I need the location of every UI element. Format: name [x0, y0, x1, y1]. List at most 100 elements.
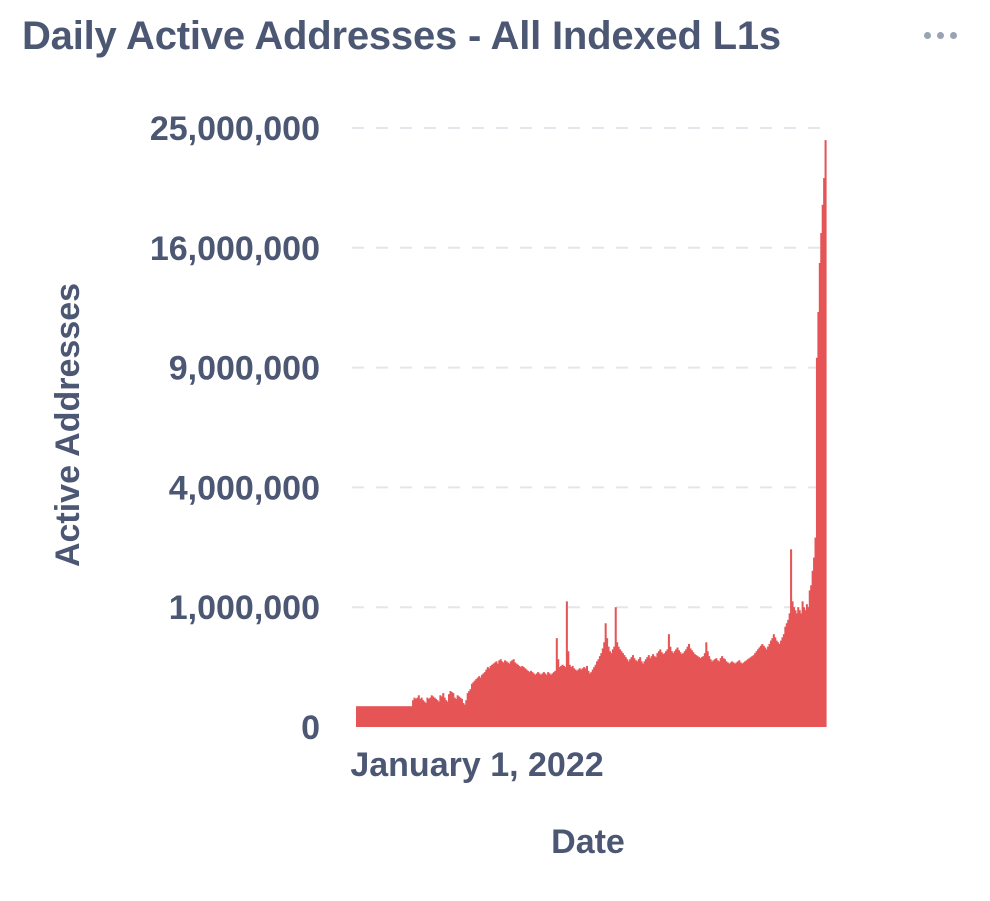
- bar[interactable]: [757, 649, 760, 727]
- bar[interactable]: [404, 706, 407, 727]
- bar[interactable]: [570, 667, 573, 727]
- bar[interactable]: [777, 642, 780, 727]
- bar[interactable]: [455, 698, 458, 727]
- more-options-icon[interactable]: [916, 20, 964, 50]
- bar[interactable]: [482, 673, 485, 727]
- bar[interactable]: [781, 637, 784, 727]
- bar[interactable]: [488, 668, 491, 727]
- bar[interactable]: [419, 698, 422, 727]
- bar[interactable]: [495, 661, 498, 727]
- bar[interactable]: [414, 698, 417, 727]
- bar[interactable]: [460, 698, 463, 727]
- bar[interactable]: [432, 696, 435, 727]
- bar[interactable]: [705, 642, 708, 727]
- bar[interactable]: [541, 673, 544, 727]
- bar[interactable]: [758, 647, 761, 727]
- bar[interactable]: [450, 692, 453, 727]
- bar[interactable]: [426, 697, 429, 727]
- bar[interactable]: [778, 644, 781, 727]
- bar[interactable]: [518, 665, 521, 727]
- bar[interactable]: [614, 607, 617, 727]
- bar[interactable]: [596, 661, 599, 727]
- bar[interactable]: [374, 706, 377, 727]
- bar[interactable]: [673, 651, 676, 727]
- bar[interactable]: [583, 667, 586, 727]
- bar[interactable]: [527, 670, 530, 727]
- bar[interactable]: [509, 661, 512, 727]
- bar[interactable]: [735, 662, 738, 727]
- bar[interactable]: [791, 601, 794, 727]
- bar[interactable]: [679, 652, 682, 727]
- bar[interactable]: [567, 651, 570, 727]
- bar[interactable]: [771, 638, 774, 727]
- bar[interactable]: [815, 357, 818, 727]
- bar[interactable]: [820, 233, 823, 728]
- bar[interactable]: [805, 604, 808, 727]
- bar[interactable]: [746, 659, 749, 727]
- bar[interactable]: [639, 657, 642, 727]
- bar[interactable]: [498, 660, 501, 727]
- bar[interactable]: [489, 665, 492, 727]
- bar[interactable]: [613, 646, 616, 727]
- bar[interactable]: [571, 665, 574, 727]
- bar[interactable]: [531, 672, 534, 727]
- bar[interactable]: [446, 701, 449, 727]
- bar[interactable]: [400, 706, 403, 727]
- bar[interactable]: [752, 655, 755, 727]
- bar[interactable]: [422, 700, 425, 727]
- bar[interactable]: [676, 647, 679, 727]
- bar[interactable]: [784, 626, 787, 727]
- bar[interactable]: [584, 668, 587, 727]
- bar[interactable]: [660, 652, 663, 727]
- bar[interactable]: [445, 700, 448, 727]
- bar[interactable]: [420, 697, 423, 727]
- bar[interactable]: [493, 662, 497, 727]
- bar[interactable]: [516, 664, 520, 727]
- bar[interactable]: [782, 634, 785, 727]
- bar[interactable]: [654, 657, 657, 727]
- bar[interactable]: [368, 706, 371, 727]
- bar[interactable]: [439, 695, 442, 727]
- bar[interactable]: [787, 619, 790, 727]
- bar[interactable]: [723, 659, 726, 727]
- bar[interactable]: [511, 660, 514, 727]
- bar[interactable]: [682, 653, 685, 727]
- bar[interactable]: [608, 651, 612, 727]
- bar[interactable]: [417, 695, 420, 727]
- bar[interactable]: [745, 660, 748, 727]
- bar[interactable]: [363, 706, 366, 727]
- bar[interactable]: [713, 659, 716, 727]
- bar[interactable]: [767, 646, 770, 727]
- bar[interactable]: [621, 653, 624, 727]
- bar[interactable]: [525, 669, 528, 727]
- bar[interactable]: [706, 651, 709, 727]
- bar[interactable]: [588, 673, 591, 727]
- bar[interactable]: [447, 694, 451, 727]
- bar[interactable]: [813, 557, 816, 727]
- bar[interactable]: [443, 697, 446, 727]
- bar[interactable]: [539, 674, 543, 727]
- bar[interactable]: [574, 669, 577, 727]
- bar[interactable]: [680, 654, 683, 727]
- bar[interactable]: [734, 663, 737, 727]
- bar[interactable]: [587, 670, 590, 727]
- bar[interactable]: [797, 607, 800, 727]
- bar[interactable]: [458, 696, 461, 727]
- bar[interactable]: [529, 670, 532, 727]
- bar[interactable]: [794, 610, 797, 727]
- bar[interactable]: [575, 670, 578, 727]
- bar[interactable]: [478, 676, 481, 727]
- bar[interactable]: [656, 653, 659, 727]
- bar[interactable]: [379, 706, 382, 727]
- bar[interactable]: [711, 661, 714, 727]
- bar[interactable]: [459, 697, 462, 727]
- bar[interactable]: [598, 656, 601, 727]
- bar[interactable]: [823, 178, 826, 727]
- bar[interactable]: [788, 613, 791, 727]
- bar[interactable]: [768, 644, 771, 727]
- bar[interactable]: [652, 654, 655, 727]
- bar[interactable]: [722, 658, 725, 727]
- bar[interactable]: [594, 664, 597, 727]
- bar[interactable]: [528, 672, 531, 727]
- bar[interactable]: [547, 672, 550, 727]
